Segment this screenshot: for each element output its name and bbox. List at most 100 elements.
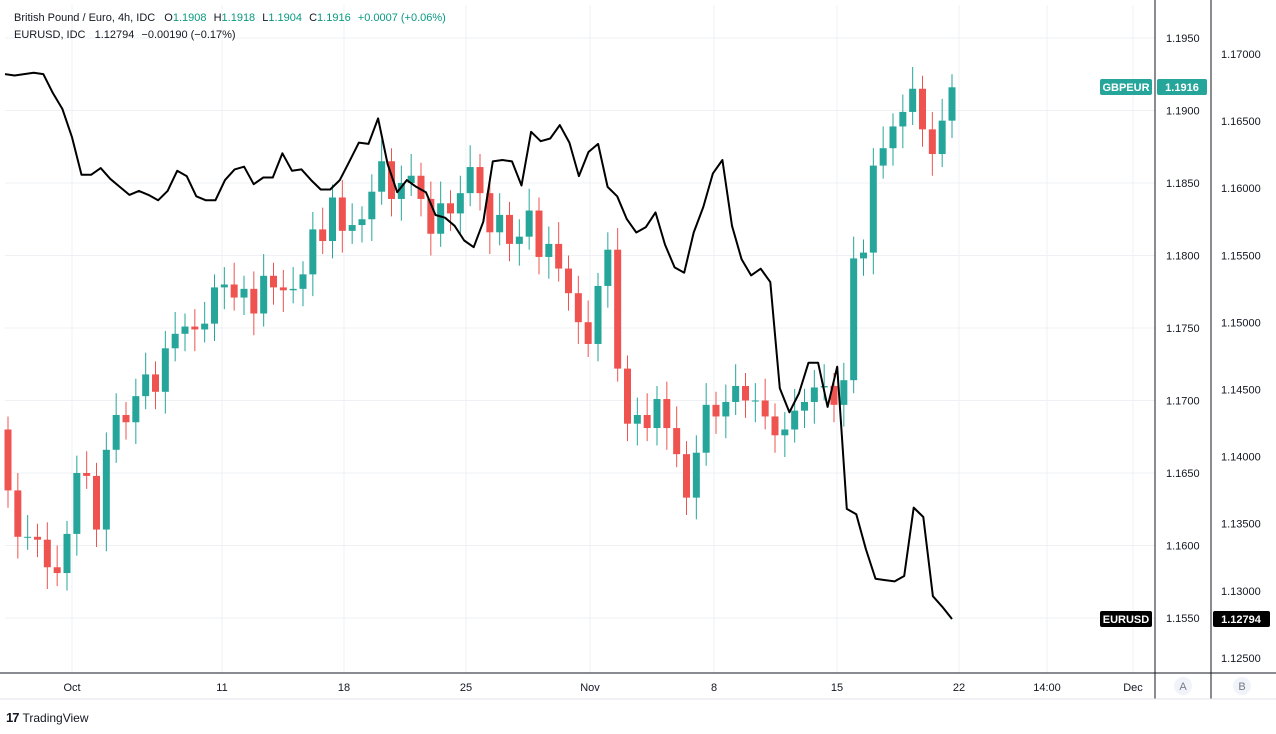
left-tick-label: 1.1550	[1166, 613, 1200, 625]
candle-body	[928, 129, 936, 154]
right-tick-label: 1.17000	[1221, 49, 1261, 61]
candle-body	[722, 401, 730, 417]
candle-body	[338, 197, 346, 231]
axes	[0, 0, 1276, 700]
candle-body	[476, 167, 484, 194]
right-price-scale: 1.17000 1.16500 1.16000 1.15500 1.15000 1.145…	[1221, 49, 1261, 665]
scale-b-button-bg[interactable]	[1233, 677, 1251, 695]
candle-body	[791, 410, 799, 430]
left-tick-label: 1.1850	[1166, 178, 1200, 190]
candle-body	[388, 161, 395, 199]
candle-body	[63, 533, 71, 574]
candle-body	[840, 380, 848, 405]
left-price-scale: 1.1950 1.1900 1.1850 1.1800 1.1750 1.1700 1.16…	[1166, 33, 1200, 625]
candle-body	[673, 428, 681, 455]
x-tick-label: 22	[953, 682, 965, 694]
right-tick-label: 1.14000	[1221, 452, 1261, 464]
x-tick-label: Oct	[63, 682, 80, 694]
low-label: L	[262, 12, 269, 24]
left-tick-label: 1.1650	[1166, 468, 1200, 480]
candle-body	[191, 326, 199, 330]
candle-body	[742, 386, 749, 401]
candle-body	[761, 400, 769, 417]
left-tick-label: 1.1950	[1166, 33, 1200, 45]
candle-body	[899, 111, 907, 127]
right-tick-label: 1.13500	[1221, 519, 1261, 531]
gbpeur-change: +0.0007 (+0.06%)	[357, 12, 446, 24]
candle-body	[506, 214, 513, 244]
eurusd-badge-value: 1.12794	[1221, 614, 1262, 626]
candle-body	[938, 120, 946, 154]
candle-body	[692, 452, 700, 498]
candle-body	[24, 536, 32, 538]
candle-body	[348, 225, 356, 231]
candle-body	[171, 333, 179, 349]
candle-body	[555, 243, 563, 269]
left-tick-label: 1.1900	[1166, 106, 1200, 118]
eurusd-line-group	[4, 71, 953, 620]
candle-body	[358, 219, 366, 226]
right-tick-label: 1.16500	[1221, 116, 1261, 128]
left-tick-label: 1.1600	[1166, 541, 1200, 553]
candle-body	[260, 275, 268, 314]
gbpeur-price-badge: GBPEUR 1.1916	[1100, 79, 1207, 95]
candle-body	[624, 368, 631, 424]
candle-body	[525, 210, 533, 237]
candle-body	[643, 415, 651, 429]
candle-body	[919, 88, 926, 130]
right-tick-label: 1.16000	[1221, 183, 1261, 195]
candle-body	[397, 183, 405, 199]
scale-a-button[interactable]: A	[1174, 677, 1192, 695]
scale-b-label: B	[1238, 681, 1245, 693]
candle-body	[329, 197, 336, 241]
eurusd-change: −0.00190 (−0.17%)	[141, 29, 236, 41]
candle-body	[889, 126, 897, 149]
x-tick-label: 8	[711, 682, 717, 694]
left-tick-label: 1.1700	[1166, 396, 1200, 408]
eurusd-badge-value-bg	[1213, 611, 1270, 627]
candle-body	[43, 539, 51, 568]
candle-body	[407, 175, 415, 183]
candle-body	[515, 236, 523, 244]
open-label: O	[164, 12, 173, 24]
candle-body	[250, 288, 258, 314]
candle-body	[279, 287, 287, 291]
candle-body	[633, 415, 641, 424]
candle-body	[860, 252, 867, 259]
eurusd-value: 1.12794	[94, 29, 135, 41]
candle-body	[801, 401, 808, 411]
x-tick-label: 18	[338, 682, 350, 694]
candle-body	[201, 323, 209, 330]
candle-body	[456, 193, 464, 214]
scale-a-button-bg[interactable]	[1174, 677, 1192, 695]
candle-body	[869, 165, 877, 253]
eurusd-badge-label: EURUSD	[1103, 614, 1150, 626]
candle-body	[732, 386, 740, 402]
candle-body	[584, 322, 592, 344]
candle-body	[230, 284, 238, 298]
candle-body	[909, 88, 917, 112]
candle-body	[781, 429, 789, 436]
candle-body	[112, 415, 120, 450]
candle-body	[270, 275, 277, 288]
candle-body	[289, 288, 297, 291]
candle-body	[102, 449, 110, 530]
candle-body	[614, 249, 622, 369]
gbpeur-legend: British Pound / Euro, 4h, IDC O1.1908 H1…	[14, 11, 446, 25]
candle-body	[604, 249, 612, 286]
scale-b-button[interactable]: B	[1233, 677, 1251, 695]
candle-body	[122, 415, 130, 423]
scale-a-label: A	[1179, 681, 1187, 693]
candle-body	[152, 374, 159, 392]
low-value: 1.1904	[268, 12, 303, 24]
candle-body	[93, 475, 100, 530]
high-label: H	[213, 12, 222, 24]
candle-body	[712, 404, 720, 417]
candle-body	[132, 396, 140, 423]
candle-body	[850, 258, 858, 381]
candle-body	[240, 288, 248, 298]
candle-body	[73, 473, 81, 534]
open-value: 1.1908	[172, 12, 207, 24]
tradingview-branding[interactable]: 17 TradingView	[6, 710, 89, 725]
